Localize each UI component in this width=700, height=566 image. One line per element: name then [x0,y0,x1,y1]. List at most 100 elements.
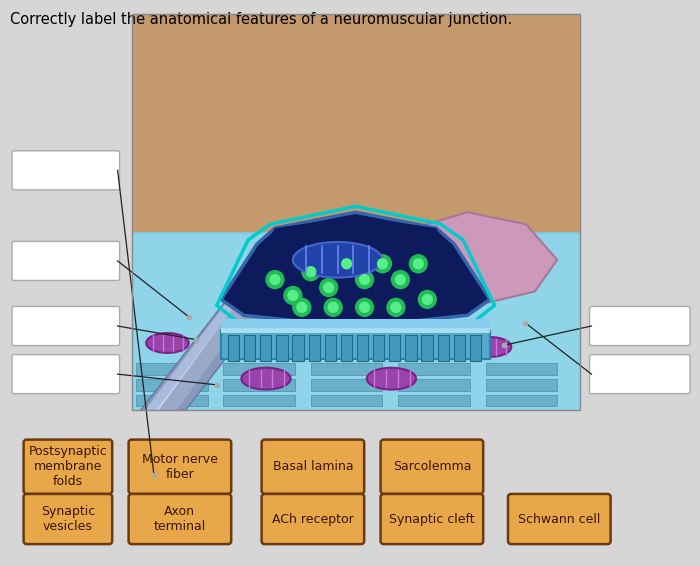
FancyBboxPatch shape [262,440,364,494]
Text: Synaptic
vesicles: Synaptic vesicles [41,505,95,533]
Bar [373,335,384,361]
Bar [221,328,490,333]
FancyBboxPatch shape [12,151,120,190]
Circle shape [284,286,302,305]
Circle shape [414,259,424,269]
Bar [260,335,272,361]
Text: Basal lamina: Basal lamina [272,460,354,473]
Bar [228,335,239,361]
Circle shape [306,267,316,277]
Bar [223,379,295,391]
Bar [311,379,382,391]
Text: Axon
terminal: Axon terminal [154,505,206,533]
Bar [405,335,416,361]
Bar [470,335,481,361]
Bar [486,395,557,406]
Circle shape [320,278,337,297]
Text: Sarcolemma: Sarcolemma [393,460,471,473]
Text: Correctly label the anatomical features of a neuromuscular junction.: Correctly label the anatomical features … [10,12,512,28]
FancyBboxPatch shape [129,494,231,544]
Circle shape [360,302,370,312]
Circle shape [266,271,284,289]
Bar [223,395,295,406]
Bar [398,379,470,391]
Bar [244,335,256,361]
Circle shape [270,275,280,285]
Bar [136,379,208,391]
Bar [223,363,295,375]
Circle shape [387,298,405,316]
Circle shape [328,302,338,312]
Circle shape [377,259,387,269]
Polygon shape [132,14,580,299]
Circle shape [297,302,307,312]
Bar [293,335,304,361]
FancyBboxPatch shape [381,440,483,494]
Ellipse shape [293,242,382,277]
Circle shape [422,294,432,305]
Circle shape [419,290,436,308]
Bar [389,335,400,361]
Bar [311,363,382,375]
FancyBboxPatch shape [589,306,690,346]
FancyBboxPatch shape [381,494,483,544]
Ellipse shape [146,333,189,353]
Bar [132,14,580,410]
FancyBboxPatch shape [508,494,610,544]
Bar [486,379,557,391]
Polygon shape [145,285,251,410]
Polygon shape [221,319,490,335]
FancyBboxPatch shape [129,440,231,494]
Circle shape [356,298,374,316]
Polygon shape [141,284,284,410]
Circle shape [395,275,405,285]
Bar [309,335,320,361]
FancyBboxPatch shape [12,354,120,394]
Polygon shape [239,216,472,284]
Circle shape [360,275,370,285]
Bar [454,335,465,361]
Ellipse shape [367,368,416,389]
Circle shape [391,271,409,289]
FancyBboxPatch shape [262,494,364,544]
Text: Synaptic cleft: Synaptic cleft [389,513,475,525]
Circle shape [293,298,311,316]
FancyBboxPatch shape [24,440,112,494]
Bar [132,234,580,410]
Bar [486,363,557,375]
FancyBboxPatch shape [589,354,690,394]
Text: Postsynaptic
membrane
folds: Postsynaptic membrane folds [29,445,107,488]
Text: Schwann cell: Schwann cell [518,513,601,525]
Circle shape [324,298,342,316]
Bar [341,335,352,361]
Circle shape [374,255,391,273]
Bar [311,395,382,406]
Bar [276,335,288,361]
Bar [136,395,208,406]
Circle shape [410,255,427,273]
Bar [325,335,336,361]
Ellipse shape [469,337,511,357]
Circle shape [391,302,401,312]
Polygon shape [391,212,557,307]
Circle shape [337,255,356,273]
Circle shape [324,282,334,293]
Circle shape [342,259,351,269]
FancyBboxPatch shape [12,306,120,346]
Bar [357,335,368,361]
Polygon shape [154,288,262,410]
Bar [398,363,470,375]
Polygon shape [158,288,266,410]
FancyBboxPatch shape [12,241,120,281]
Polygon shape [132,232,580,410]
Circle shape [302,263,320,281]
Bar [438,335,449,361]
Bar [136,363,208,375]
Circle shape [288,290,298,301]
Text: Motor nerve
fiber: Motor nerve fiber [142,453,218,481]
Circle shape [356,271,374,289]
Bar [421,335,433,361]
Ellipse shape [241,368,290,389]
Text: ACh receptor: ACh receptor [272,513,354,525]
Polygon shape [221,212,490,327]
